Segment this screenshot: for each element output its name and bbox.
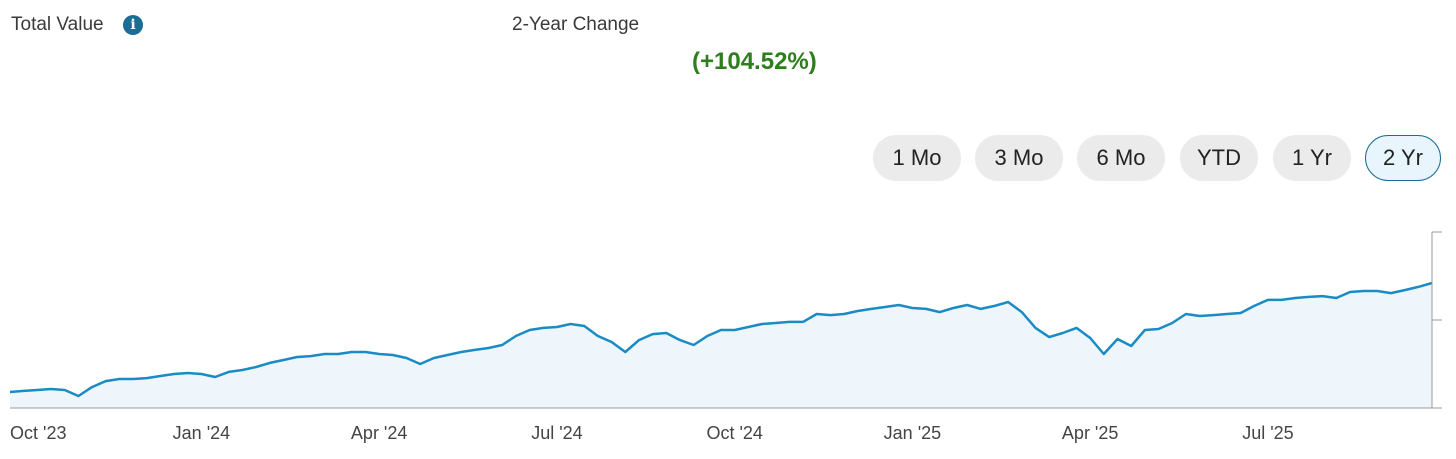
x-tick-label: Oct '24 — [706, 423, 762, 443]
change-value: (+104.52%) — [692, 48, 817, 75]
range-button[interactable]: 1 Yr — [1273, 135, 1351, 181]
x-tick-label: Jul '24 — [531, 423, 582, 443]
range-button[interactable]: 1 Mo — [873, 135, 961, 181]
x-tick-label: Jan '25 — [884, 423, 941, 443]
range-button[interactable]: YTD — [1180, 135, 1258, 181]
x-tick-label: Apr '25 — [1062, 423, 1118, 443]
x-tick-label: Jul '25 — [1242, 423, 1293, 443]
info-icon[interactable]: i — [123, 15, 143, 35]
range-button[interactable]: 2 Yr — [1365, 135, 1441, 181]
range-button[interactable]: 3 Mo — [975, 135, 1063, 181]
x-tick-label: Oct '23 — [10, 423, 66, 443]
x-tick-label: Jan '24 — [173, 423, 230, 443]
range-button[interactable]: 6 Mo — [1077, 135, 1165, 181]
line — [9, 281, 1433, 398]
area-fill — [10, 283, 1432, 408]
change-label: 2-Year Change — [512, 14, 640, 35]
x-tick-label: Apr '24 — [351, 423, 407, 443]
total-value-label: Total Value — [11, 14, 104, 35]
